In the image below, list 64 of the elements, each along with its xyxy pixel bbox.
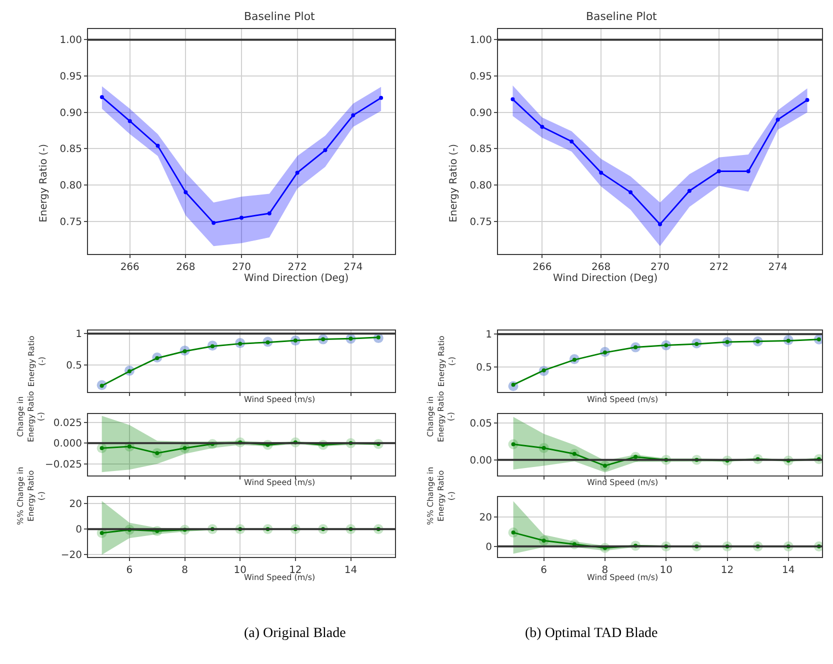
y-tick-label: 0 xyxy=(76,524,82,536)
y-axis-title: %% Change in Energy Ratio (-) xyxy=(426,466,456,526)
y-axis-title: Change in Energy Ratio (-) xyxy=(426,390,456,442)
y-tick-label: −20 xyxy=(60,550,82,562)
y-tick-label: 0 xyxy=(486,542,492,553)
y-axis-title: Change in Energy Ratio (-) xyxy=(16,390,46,442)
y-tick-label: 1 xyxy=(76,329,82,340)
y-tick-label: 0.75 xyxy=(470,216,492,228)
x-axis-title: Wind Speed (m/s) xyxy=(587,395,658,404)
y-axis-title: Energy Ratio (-) xyxy=(27,336,47,387)
x-axis-title: Wind Speed (m/s) xyxy=(587,573,658,582)
x-tick-label: 266 xyxy=(120,262,140,274)
y-tick-label: 0.95 xyxy=(60,72,82,83)
y-tick-label: 0.95 xyxy=(470,72,492,83)
x-tick-label: 12 xyxy=(720,564,734,576)
x-tick-label: 10 xyxy=(660,564,672,576)
x-tick-label: 268 xyxy=(592,262,611,274)
x-tick-label: 14 xyxy=(344,564,358,576)
y-tick-label: 1.00 xyxy=(470,35,492,46)
x-tick-label: 14 xyxy=(782,564,795,576)
x-axis-title: Wind Speed (m/s) xyxy=(244,573,316,582)
x-tick-label: 268 xyxy=(176,262,196,274)
x-tick-label: 266 xyxy=(532,262,552,274)
x-axis-title: Wind Speed (m/s) xyxy=(587,478,658,487)
x-tick-label: 8 xyxy=(182,564,188,576)
y-tick-label: 20 xyxy=(69,499,82,510)
y-tick-label: 0.85 xyxy=(470,144,492,156)
x-tick-label: 270 xyxy=(650,262,670,274)
x-axis-title: Wind Direction (Deg) xyxy=(553,273,658,284)
y-axis-title: Energy Ratio (-) xyxy=(38,144,50,222)
y-tick-label: 1.00 xyxy=(60,35,82,46)
x-axis-title: Wind Direction (Deg) xyxy=(244,273,349,284)
x-axis-title: Wind Speed (m/s) xyxy=(244,478,316,487)
y-axis-title: Energy Ratio (-) xyxy=(448,144,460,222)
x-tick-label: 274 xyxy=(768,262,788,274)
x-tick-label: 6 xyxy=(126,564,133,576)
y-tick-label: 0.90 xyxy=(470,108,492,119)
y-tick-label: 20 xyxy=(479,512,492,524)
y-tick-label: 0.05 xyxy=(470,418,492,430)
text: (a) Original Blade xyxy=(244,626,346,641)
x-tick-label: 272 xyxy=(288,262,307,274)
y-tick-label: 1 xyxy=(486,330,492,341)
y-tick-label: 0.90 xyxy=(60,108,82,119)
y-tick-label: 0.5 xyxy=(66,360,82,372)
y-axis-title: %% Change in Energy Ratio (-) xyxy=(16,466,46,526)
x-tick-label: 272 xyxy=(709,262,728,274)
x-tick-label: 10 xyxy=(234,564,246,576)
y-tick-label: −0.025 xyxy=(44,459,82,470)
y-axis-title: Energy Ratio (-) xyxy=(437,336,457,387)
y-tick-label: 0.00 xyxy=(470,455,492,466)
chart-title: Baseline Plot xyxy=(244,10,316,23)
y-tick-label: 0.85 xyxy=(60,144,82,156)
y-tick-label: 0.5 xyxy=(476,362,492,374)
y-tick-label: 0.025 xyxy=(53,418,82,430)
y-tick-label: 0.80 xyxy=(60,180,82,192)
y-tick-label: 0.000 xyxy=(53,438,82,450)
x-axis-title: Wind Speed (m/s) xyxy=(244,395,316,404)
x-tick-label: 270 xyxy=(232,262,252,274)
y-tick-label: 0.80 xyxy=(470,180,492,192)
y-tick-label: 0.75 xyxy=(60,216,82,228)
text: (b) Optimal TAD Blade xyxy=(525,626,658,641)
x-tick-label: 6 xyxy=(540,564,548,576)
chart-title: Baseline Plot xyxy=(586,10,658,23)
x-tick-label: 274 xyxy=(344,262,363,274)
